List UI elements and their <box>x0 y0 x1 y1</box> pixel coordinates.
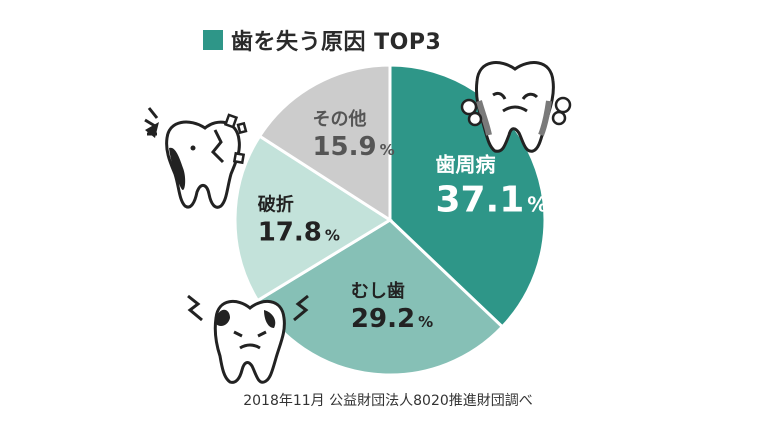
source-note: 2018年11月 公益財団法人8020推進財団調べ <box>243 393 533 409</box>
tooth-gum-disease-icon <box>460 61 572 153</box>
chart-title: 歯を失う原因 TOP3 <box>231 30 442 55</box>
slice-label: 歯周病 <box>435 152 495 176</box>
pie-slice-3 <box>233 134 393 303</box>
legend-swatch <box>203 30 223 50</box>
slice-label: 破折 <box>258 194 294 216</box>
chart-legend: 歯を失う原因 TOP3 <box>203 20 441 60</box>
slice-label: その他 <box>312 108 366 130</box>
tooth-cavity-icon <box>187 294 309 384</box>
slice-label: むし歯 <box>351 280 405 302</box>
broken-tooth-icon <box>144 107 248 209</box>
pie-slice-4 <box>257 63 392 223</box>
